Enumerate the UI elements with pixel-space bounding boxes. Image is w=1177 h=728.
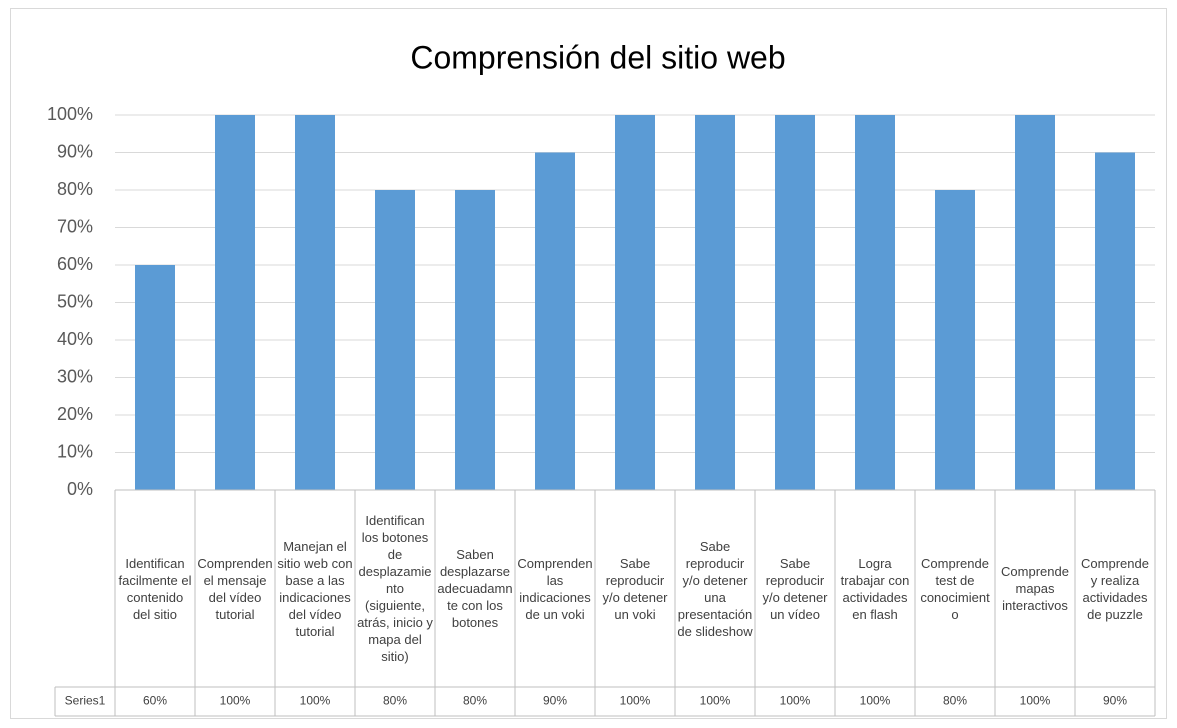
bar: [375, 190, 415, 490]
x-tick-label: Comprenden el mensaje del vídeo tutorial: [197, 555, 273, 622]
y-tick-label: 80%: [57, 179, 93, 199]
bar: [455, 190, 495, 490]
y-tick-label: 90%: [57, 141, 93, 161]
x-tick-label: Comprenden las indicaciones de un voki: [517, 555, 593, 622]
x-tick-label: Comprende mapas interactivos: [1001, 564, 1069, 613]
bar: [615, 115, 655, 490]
x-tick-cell: Sabe reproducir y/o detener un vídeo: [762, 555, 828, 622]
x-tick-label: Sabe reproducir y/o detener un voki: [602, 555, 668, 622]
x-tick-cell: Comprende mapas interactivos: [1001, 564, 1069, 613]
x-tick-label: Identifican los botones de desplazamient…: [357, 513, 433, 664]
data-table-value: 80%: [943, 694, 967, 708]
data-table-value: 100%: [1020, 694, 1051, 708]
legend-label: Series1: [65, 694, 106, 708]
bar: [135, 265, 175, 490]
data-table-value: 100%: [780, 694, 811, 708]
x-tick-cell: Saben desplazarse adecuadamnte con los b…: [437, 547, 513, 630]
data-table-value: 90%: [1103, 694, 1127, 708]
data-table-value: 100%: [620, 694, 651, 708]
y-tick-label: 30%: [57, 366, 93, 386]
bar: [695, 115, 735, 490]
bar: [855, 115, 895, 490]
x-tick-cell: Identifican los botones de desplazamient…: [357, 513, 433, 664]
y-tick-label: 40%: [57, 329, 93, 349]
y-tick-label: 20%: [57, 404, 93, 424]
x-tick-cell: Comprende y realiza actividades de puzzl…: [1081, 555, 1149, 622]
x-tick-cell: Comprende test de conocimiento: [920, 555, 990, 622]
chart-title: Comprensión del sitio web: [410, 39, 785, 75]
x-tick-label: Manejan el sitio web con base a las indi…: [277, 538, 353, 639]
x-tick-cell: Sabe reproducir y/o detener un voki: [602, 555, 668, 622]
y-tick-label: 60%: [57, 254, 93, 274]
y-tick-label: 70%: [57, 216, 93, 236]
x-tick-label: Comprende test de conocimiento: [920, 555, 990, 622]
data-table-value: 100%: [860, 694, 891, 708]
x-tick-cell: Sabe reproducir y/o detener una presenta…: [677, 538, 753, 639]
y-tick-label: 50%: [57, 291, 93, 311]
y-tick-label: 100%: [47, 104, 93, 124]
bar: [1095, 152, 1135, 490]
bar: [295, 115, 335, 490]
x-tick-label: Logra trabajar con actividades en flash: [840, 555, 910, 622]
bar: [935, 190, 975, 490]
x-tick-cell: Identifican facilmente el contenido del …: [118, 555, 192, 622]
data-table-value: 80%: [463, 694, 487, 708]
x-tick-label: Saben desplazarse adecuadamnte con los b…: [437, 547, 513, 630]
y-tick-label: 0%: [67, 479, 93, 499]
x-tick-label: Comprende y realiza actividades de puzzl…: [1081, 555, 1149, 622]
x-tick-label: Identifican facilmente el contenido del …: [118, 555, 192, 622]
x-tick-cell: Logra trabajar con actividades en flash: [840, 555, 910, 622]
data-table-value: 60%: [143, 694, 167, 708]
data-table-value: 90%: [543, 694, 567, 708]
bar: [775, 115, 815, 490]
x-tick-cell: Comprenden las indicaciones de un voki: [517, 555, 593, 622]
data-table-value: 100%: [700, 694, 731, 708]
x-tick-cell: Comprenden el mensaje del vídeo tutorial: [197, 555, 273, 622]
bar: [535, 152, 575, 490]
x-tick-label: Sabe reproducir y/o detener una presenta…: [677, 538, 753, 639]
data-table-value: 100%: [300, 694, 331, 708]
bar: [1015, 115, 1055, 490]
bar: [215, 115, 255, 490]
y-tick-label: 10%: [57, 441, 93, 461]
data-table-value: 100%: [220, 694, 251, 708]
x-tick-cell: Manejan el sitio web con base a las indi…: [277, 538, 353, 639]
x-tick-label: Sabe reproducir y/o detener un vídeo: [762, 555, 828, 622]
data-table-value: 80%: [383, 694, 407, 708]
